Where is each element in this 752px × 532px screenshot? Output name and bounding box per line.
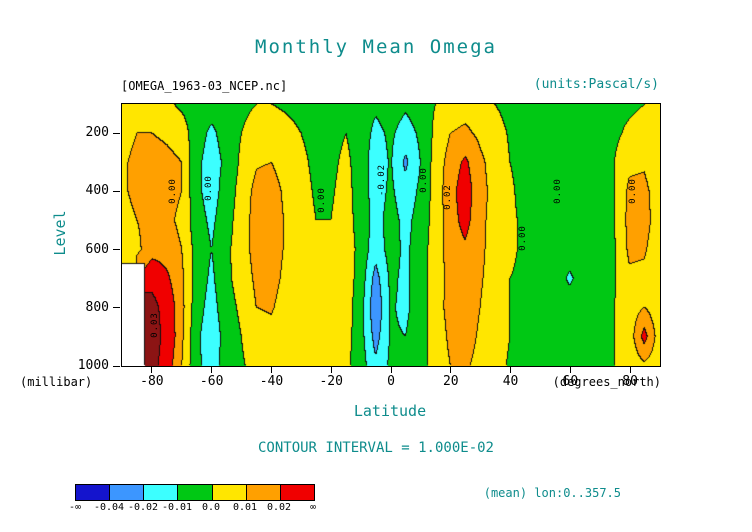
- y-tick-label: 800: [85, 299, 109, 315]
- x-tick: [450, 367, 452, 373]
- colorbar-segment: [280, 485, 314, 500]
- y-tick-label: 400: [85, 183, 109, 199]
- contour-field-canvas: [122, 104, 660, 366]
- x-tick-label: -80: [140, 374, 164, 389]
- x-tick: [629, 367, 631, 373]
- units-label: (units:Pascal/s): [533, 77, 659, 92]
- colorbar-segment: [246, 485, 281, 500]
- colorbar: [75, 484, 315, 501]
- x-tick: [390, 367, 392, 373]
- x-axis-title: Latitude: [353, 402, 427, 420]
- contour-label: 0.02: [442, 184, 453, 210]
- colorbar-boundary-label: 0.01: [232, 502, 258, 513]
- x-tick-label: 60: [562, 374, 579, 389]
- y-tick-label: 200: [85, 125, 109, 141]
- x-tick-label: -20: [319, 374, 343, 389]
- colorbar-boundary-label: -0.01: [161, 502, 193, 513]
- y-axis-title: Level: [51, 210, 69, 256]
- x-tick: [211, 367, 213, 373]
- dataset-label: [OMEGA_1963-03_NCEP.nc]: [121, 79, 288, 93]
- contour-label: 0.00: [167, 178, 178, 205]
- contour-label: 0.00: [553, 178, 564, 205]
- colorbar-segment: [178, 485, 213, 500]
- colorbar-segment: [212, 485, 247, 500]
- contour-plot: 0.00 0.03 0.00 0.00 -0.02 0.00 0.02 0.00 0.00 0.0…: [121, 103, 661, 367]
- y-tick: [113, 365, 120, 367]
- y-tick: [113, 249, 120, 251]
- plot-title: Monthly Mean Omega: [255, 36, 497, 58]
- y-tick: [113, 132, 120, 134]
- colorbar-infinity-label: ∞: [309, 502, 317, 513]
- colorbar-boundary-label: 0.0: [201, 502, 221, 513]
- colorbar-boundary-label: -0.02: [127, 502, 159, 513]
- contour-label: 0.00: [203, 175, 214, 202]
- colorbar-boundary-label: 0.02: [266, 502, 292, 513]
- x-tick: [151, 367, 153, 373]
- x-tick: [510, 367, 512, 373]
- y-tick-label: 1000: [77, 358, 109, 373]
- y-tick: [113, 190, 120, 192]
- y-tick: [113, 307, 120, 309]
- contour-label: 0.00: [517, 225, 528, 251]
- contour-label: -0.02: [377, 163, 388, 196]
- contour-label: 0.00: [418, 166, 429, 193]
- x-axis-unit: (degrees_north): [552, 375, 661, 389]
- x-tick-label: 40: [502, 374, 519, 389]
- colorbar-neg-infinity-label: -∞: [68, 502, 82, 513]
- x-tick-label: 0: [387, 374, 395, 389]
- colorbar-segment: [110, 485, 145, 500]
- contour-interval-label: CONTOUR INTERVAL = 1.000E-02: [257, 440, 494, 456]
- colorbar-boundary-label: -0.04: [93, 502, 125, 513]
- x-tick: [330, 367, 332, 373]
- contour-label: 0.03: [149, 312, 160, 339]
- colorbar-segment: [144, 485, 179, 500]
- x-tick-label: 80: [622, 374, 638, 389]
- colorbar-segment: [76, 485, 111, 500]
- y-tick-label: 600: [85, 241, 109, 257]
- mean-note: (mean) lon:0..357.5: [483, 486, 621, 500]
- x-tick-label: 20: [442, 374, 459, 389]
- contour-label: 0.00: [628, 178, 639, 205]
- contour-label: 0.00: [317, 187, 328, 213]
- x-tick: [270, 367, 272, 373]
- x-tick-label: -40: [259, 374, 284, 389]
- x-tick: [569, 367, 571, 373]
- x-tick-label: -60: [199, 374, 224, 389]
- y-axis-unit: (millibar): [20, 375, 93, 389]
